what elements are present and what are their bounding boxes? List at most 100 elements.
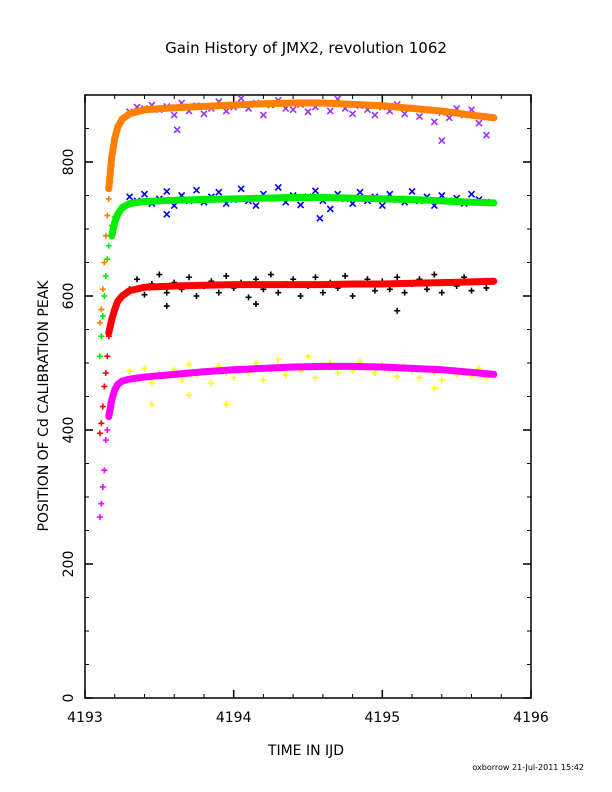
point-s4-46 [468,287,475,294]
point-s2-38 [408,187,416,196]
point-s0-50 [438,136,446,145]
point-s0-22 [289,106,297,114]
y-tick-label-4: 800 [61,149,77,176]
trend-line-5 [105,277,498,337]
point-s6-50 [223,401,230,408]
point-s1-3 [101,259,108,266]
trend-line-1 [105,99,498,193]
point-s0-10 [200,110,208,118]
point-s0-47 [475,119,483,127]
point-s6-24 [305,353,311,360]
point-s7-4 [102,437,109,444]
point-s2-25 [311,187,319,195]
point-s3-1 [98,333,105,340]
point-s2-15 [237,185,245,193]
point-s4-4 [156,271,163,278]
x-tick-label-2: 4195 [365,710,401,726]
point-s4-25 [312,274,319,281]
x-axis-label: TIME IN IJD [267,743,344,759]
point-s7-3 [101,467,108,474]
trend-line-7 [105,362,498,421]
point-s6-3 [148,380,155,387]
point-s0-18 [259,111,267,119]
point-s6-20 [275,356,282,363]
point-s3-4 [102,272,109,279]
trend-line-3 [108,194,498,240]
point-s0-13 [222,107,230,115]
point-s4-30 [349,293,356,299]
point-s0-30 [349,110,357,118]
series-6 [126,353,490,408]
point-s1-0 [96,319,103,326]
point-s1-6 [105,195,112,202]
y-tick-label-0: 0 [61,694,77,703]
point-s4-33 [371,287,378,294]
point-s7-1 [98,500,105,507]
point-s0-49 [173,126,181,134]
point-s4-2 [141,291,148,298]
point-s4-35 [386,286,393,293]
point-s4-1 [134,276,141,283]
point-s0-27 [326,107,334,115]
point-s3-3 [101,293,108,299]
point-s7-0 [96,514,103,521]
point-s0-24 [304,108,312,116]
point-s6-42 [438,376,445,383]
point-s2-9 [192,186,201,194]
point-s4-8 [186,274,193,281]
point-s6-11 [208,380,215,387]
point-s5-2 [99,403,106,410]
point-s1-5 [104,212,111,219]
point-s6-17 [252,360,259,366]
point-s3-2 [99,313,106,320]
point-s2-46 [467,190,476,198]
y-tick-label-1: 200 [61,551,77,578]
point-s6-25 [312,374,319,381]
point-s3-5 [104,256,111,263]
point-s4-36 [394,274,401,281]
point-s2-20 [274,183,282,192]
chart-title: Gain History of JMX2, revolution 1062 [165,39,447,57]
point-s4-42 [438,289,445,296]
point-s4-23 [297,293,304,299]
point-s6-8 [186,361,193,368]
point-s4-20 [275,289,282,296]
point-s0-48 [482,131,490,139]
axis-ticks: 4193 4194 4195 4196 0 200 400 600 800 [61,94,549,726]
point-s5-5 [104,353,111,360]
point-s6-51 [186,392,193,399]
point-s0-41 [430,118,438,126]
point-s6-18 [260,376,267,383]
point-s4-29 [342,272,349,279]
point-s0-33 [371,111,379,119]
point-s6-39 [416,374,423,381]
point-s2-49 [163,210,171,218]
point-s4-49 [163,303,170,310]
point-s5-1 [98,420,105,427]
point-s2-31 [356,188,364,196]
point-s6-33 [371,370,378,377]
point-s4-51 [252,301,259,308]
point-s3-6 [105,242,112,249]
point-s7-2 [99,483,106,490]
point-s6-49 [148,401,155,408]
point-s5-3 [101,383,108,390]
data-points [96,94,490,521]
point-s2-34 [378,201,386,210]
plot-area-frame [84,94,532,699]
point-s2-5 [163,187,171,196]
point-s4-48 [483,284,490,291]
x-tick-label-0: 4193 [67,710,103,726]
point-s4-40 [423,286,430,293]
point-s2-0 [126,193,134,201]
y-tick-label-3: 600 [61,283,77,310]
point-s0-37 [401,110,409,118]
point-s2-17 [252,201,260,210]
point-s4-50 [394,307,401,314]
point-s4-41 [431,271,438,278]
point-s2-27 [326,205,334,213]
point-s6-14 [230,374,237,381]
point-s4-16 [245,294,252,301]
point-s6-0 [126,368,133,375]
